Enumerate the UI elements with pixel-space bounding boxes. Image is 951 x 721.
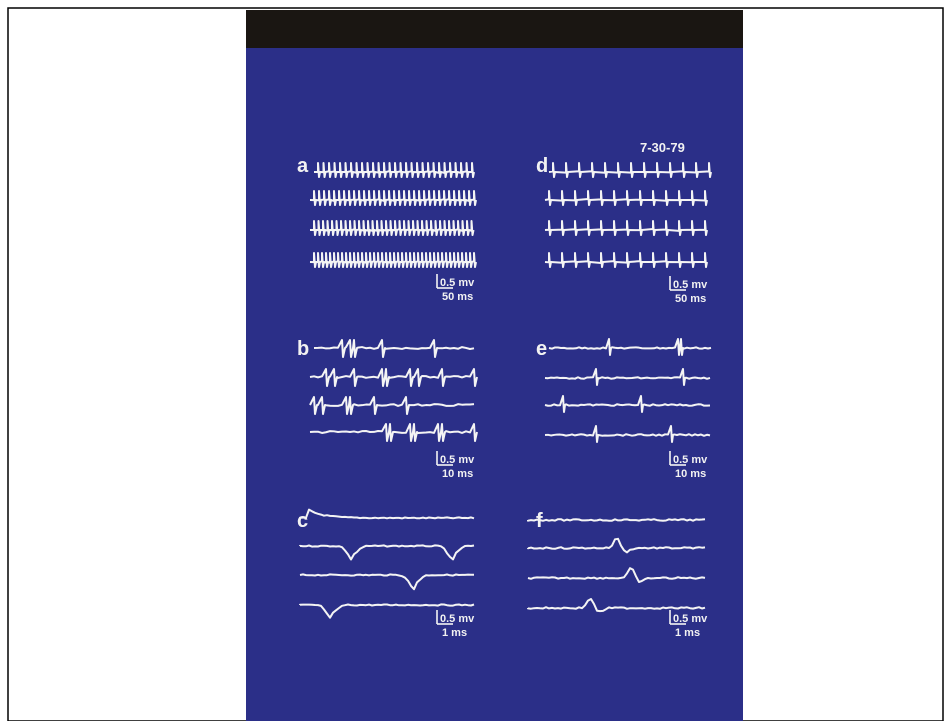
scale-amplitude: 0.5 mv (673, 454, 708, 466)
scale-amplitude: 0.5 mv (673, 279, 708, 291)
panel-label: b (297, 338, 309, 360)
scale-time: 1 ms (442, 627, 467, 639)
scale-amplitude: 0.5 mv (440, 613, 475, 625)
scale-amplitude: 0.5 mv (440, 277, 475, 289)
scale-time: 10 ms (442, 468, 473, 480)
panel-label: d (536, 155, 548, 177)
scale-amplitude: 0.5 mv (440, 454, 475, 466)
scale-amplitude: 0.5 mv (673, 613, 708, 625)
panel-label: c (297, 510, 308, 532)
slide-date: 7-30-79 (640, 140, 685, 155)
screenshot: 7-30-79 a 0.5 mv 50 ms b 0.5 mv 10 ms c 0.5 mv 1… (0, 0, 951, 721)
scale-time: 1 ms (675, 627, 700, 639)
scale-time: 50 ms (675, 293, 706, 305)
slide (246, 10, 743, 721)
panel-label: e (536, 338, 547, 360)
slide-top-edge (246, 10, 743, 48)
scale-time: 50 ms (442, 291, 473, 303)
scale-time: 10 ms (675, 468, 706, 480)
panel-label: a (297, 155, 309, 177)
